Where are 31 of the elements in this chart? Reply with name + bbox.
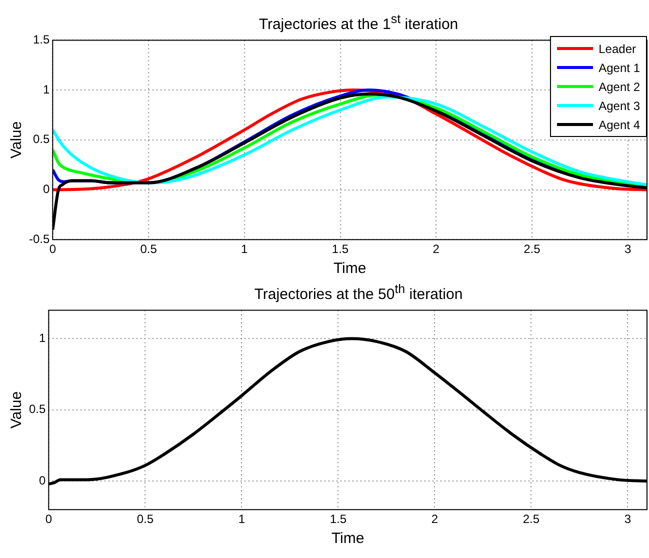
x-tick-label: 1.5 xyxy=(332,242,349,256)
y-tick-label: 1 xyxy=(38,331,46,345)
legend-label: Agent 3 xyxy=(598,98,640,112)
x-tick-label: 1 xyxy=(238,512,246,526)
x-tick-label: 0.5 xyxy=(136,512,154,526)
chart-title: Trajectories at the 50$^{th}$ iteration xyxy=(253,281,464,303)
y-tick-label: 0 xyxy=(42,182,50,196)
x-tick-label: 3 xyxy=(624,242,632,256)
y-tick-label: 1.5 xyxy=(32,32,50,47)
x-tick-label: 2.5 xyxy=(522,512,540,526)
x-axis-title: Time xyxy=(333,260,366,278)
y-tick-label: 0 xyxy=(38,473,46,488)
y-tick-label: 0.5 xyxy=(32,132,50,146)
x-tick-label: 2.5 xyxy=(524,242,541,256)
y-tick-label: -0.5 xyxy=(28,232,50,246)
x-tick-label: 1.5 xyxy=(330,512,347,526)
y-tick-label: 0.5 xyxy=(28,402,46,416)
y-tick-label: 1 xyxy=(42,82,50,96)
y-axis-title: Value xyxy=(8,391,26,429)
x-tick-label: 0.5 xyxy=(140,242,158,256)
legend-label: Agent 1 xyxy=(598,60,640,74)
legend-label: Agent 4 xyxy=(598,118,640,132)
legend-label: Agent 2 xyxy=(598,80,640,94)
x-tick-label: 1 xyxy=(241,242,248,256)
legend-label: Leader xyxy=(598,42,636,56)
x-axis-title: Time xyxy=(331,530,364,548)
y-axis-title: Value xyxy=(8,121,26,159)
chart-title: Trajectories at the 1$^{st}$ iteration xyxy=(258,11,460,33)
x-tick-label: 2 xyxy=(432,242,440,256)
x-tick-label: 2 xyxy=(431,512,438,526)
x-tick-label: 3 xyxy=(624,512,632,526)
